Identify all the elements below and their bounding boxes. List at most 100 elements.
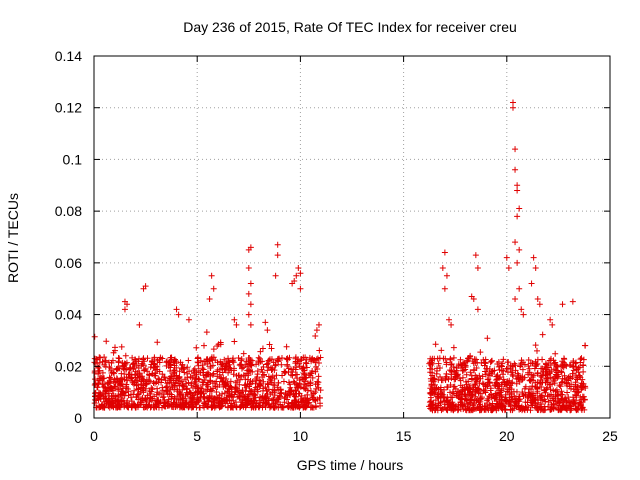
data-point xyxy=(243,384,250,391)
data-points xyxy=(91,99,589,414)
data-point xyxy=(558,395,565,402)
grid-lines xyxy=(94,56,610,418)
data-point xyxy=(427,369,434,376)
data-point xyxy=(457,399,464,406)
data-point xyxy=(128,398,135,405)
data-point xyxy=(514,187,521,194)
data-point xyxy=(208,272,215,279)
data-point xyxy=(155,375,162,382)
data-point xyxy=(101,354,108,361)
data-point xyxy=(533,347,540,354)
data-point xyxy=(106,359,113,366)
data-point xyxy=(132,368,139,375)
data-point xyxy=(503,254,510,261)
data-point xyxy=(525,363,532,370)
data-point xyxy=(512,296,519,303)
data-point xyxy=(457,406,464,413)
y-tick-label: 0.1 xyxy=(63,151,83,167)
data-point xyxy=(482,368,489,375)
data-point xyxy=(455,371,462,378)
data-point xyxy=(516,398,523,405)
data-point xyxy=(577,400,584,407)
data-point xyxy=(552,350,559,357)
data-point xyxy=(509,99,516,106)
data-point xyxy=(438,389,445,396)
data-point xyxy=(237,404,244,411)
data-point xyxy=(173,306,180,313)
data-point xyxy=(159,387,166,394)
data-point xyxy=(159,371,166,378)
data-point xyxy=(550,387,557,394)
data-point xyxy=(517,363,524,370)
tick-labels: 0 5 10 15 20 25 0 0.02 0.04 0.06 0.08 0.1 0.12 0.14 xyxy=(55,48,618,444)
data-point xyxy=(532,383,539,390)
data-point xyxy=(270,381,277,388)
data-point xyxy=(142,404,149,411)
data-point xyxy=(208,398,215,405)
data-point xyxy=(548,406,555,413)
data-point xyxy=(247,280,254,287)
data-point xyxy=(474,306,481,313)
data-point xyxy=(264,327,271,334)
data-point xyxy=(151,356,158,363)
data-point xyxy=(302,359,309,366)
data-point xyxy=(520,311,527,318)
data-point xyxy=(101,361,108,368)
data-point xyxy=(207,378,214,385)
data-point xyxy=(459,374,466,381)
data-point xyxy=(262,392,269,399)
data-point xyxy=(164,380,171,387)
data-point xyxy=(453,392,460,399)
data-point xyxy=(486,379,493,386)
data-point xyxy=(248,357,255,364)
data-point xyxy=(213,378,220,385)
data-point xyxy=(167,367,174,374)
data-point xyxy=(180,383,187,390)
data-point xyxy=(519,366,526,373)
data-point xyxy=(530,254,537,261)
data-point xyxy=(482,356,489,363)
data-point xyxy=(300,354,307,361)
data-point xyxy=(135,402,142,409)
data-point xyxy=(182,393,189,400)
data-point xyxy=(284,362,291,369)
data-point xyxy=(121,362,128,369)
data-point xyxy=(512,367,519,374)
data-point xyxy=(185,357,192,364)
data-point xyxy=(128,375,135,382)
data-point xyxy=(247,244,254,251)
data-point xyxy=(554,367,561,374)
data-point xyxy=(185,316,192,323)
data-point xyxy=(176,382,183,389)
data-point xyxy=(471,366,478,373)
data-point xyxy=(146,394,153,401)
data-point xyxy=(532,342,539,349)
y-tick-label: 0.06 xyxy=(55,255,82,271)
data-point xyxy=(293,272,300,279)
data-point xyxy=(216,398,223,405)
data-point xyxy=(471,389,478,396)
data-point xyxy=(508,380,515,387)
data-point xyxy=(152,363,159,370)
data-point xyxy=(470,360,477,367)
data-point xyxy=(544,371,551,378)
data-point xyxy=(281,369,288,376)
data-point xyxy=(260,372,267,379)
data-point xyxy=(558,368,565,375)
data-point xyxy=(129,378,136,385)
data-point xyxy=(295,390,302,397)
data-point xyxy=(112,379,119,386)
data-point xyxy=(473,376,480,383)
data-point xyxy=(252,384,259,391)
data-point xyxy=(213,389,220,396)
data-point xyxy=(459,367,466,374)
data-point xyxy=(518,306,525,313)
data-point xyxy=(312,333,319,340)
data-point xyxy=(577,394,584,401)
data-point xyxy=(266,341,273,348)
data-point xyxy=(285,400,292,407)
data-point xyxy=(231,338,238,345)
data-point xyxy=(110,369,117,376)
data-point xyxy=(553,386,560,393)
data-point xyxy=(215,399,222,406)
